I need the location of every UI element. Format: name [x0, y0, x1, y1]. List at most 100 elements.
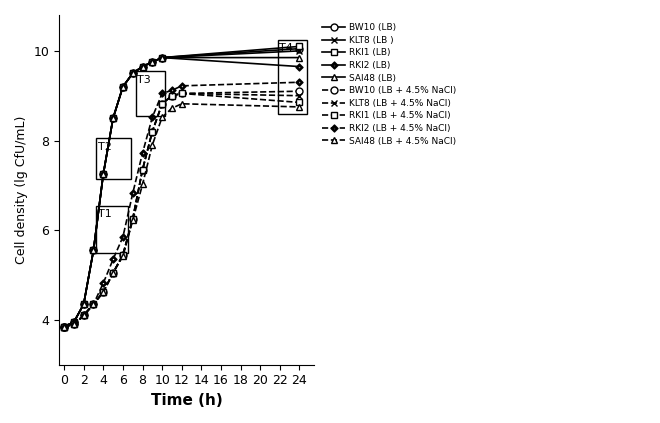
- RKI1 (LB): [129, 71, 137, 76]
- SAI48 (LB + 4.5% NaCl): [129, 218, 137, 223]
- BW10 (LB + 4.5% NaCl): [148, 129, 156, 134]
- Line: BW10 (LB): BW10 (LB): [61, 45, 303, 330]
- SAI48 (LB): [70, 320, 78, 325]
- RKI1 (LB): [296, 44, 304, 49]
- BW10 (LB): [296, 46, 304, 51]
- RKI1 (LB + 4.5% NaCl): [148, 129, 156, 134]
- SAI48 (LB + 4.5% NaCl): [70, 322, 78, 327]
- RKI2 (LB): [148, 60, 156, 65]
- RKI1 (LB): [99, 172, 107, 177]
- KLT8 (LB ): [158, 55, 166, 60]
- KLT8 (LB ): [99, 172, 107, 177]
- RKI2 (LB + 4.5% NaCl): [296, 80, 304, 85]
- RKI1 (LB + 4.5% NaCl): [99, 290, 107, 295]
- KLT8 (LB + 4.5% NaCl): [178, 91, 185, 96]
- Line: RKI1 (LB): RKI1 (LB): [61, 43, 303, 330]
- KLT8 (LB + 4.5% NaCl): [80, 313, 88, 318]
- KLT8 (LB + 4.5% NaCl): [296, 93, 304, 98]
- RKI1 (LB): [139, 64, 147, 69]
- Line: BW10 (LB + 4.5% NaCl): BW10 (LB + 4.5% NaCl): [61, 88, 303, 330]
- BW10 (LB): [99, 172, 107, 177]
- Text: T1: T1: [98, 209, 112, 219]
- BW10 (LB + 4.5% NaCl): [296, 89, 304, 94]
- Line: SAI48 (LB): SAI48 (LB): [61, 54, 303, 330]
- SAI48 (LB + 4.5% NaCl): [168, 106, 176, 111]
- KLT8 (LB + 4.5% NaCl): [70, 322, 78, 327]
- KLT8 (LB + 4.5% NaCl): [109, 270, 117, 275]
- RKI1 (LB + 4.5% NaCl): [70, 322, 78, 327]
- SAI48 (LB): [148, 60, 156, 65]
- BW10 (LB): [148, 60, 156, 65]
- Line: RKI2 (LB): RKI2 (LB): [61, 54, 303, 330]
- RKI1 (LB): [158, 55, 166, 60]
- RKI2 (LB + 4.5% NaCl): [60, 324, 68, 329]
- KLT8 (LB ): [139, 64, 147, 69]
- Bar: [136, 71, 165, 116]
- SAI48 (LB + 4.5% NaCl): [80, 313, 88, 318]
- KLT8 (LB + 4.5% NaCl): [60, 324, 68, 329]
- SAI48 (LB): [158, 55, 166, 60]
- RKI2 (LB + 4.5% NaCl): [70, 322, 78, 327]
- Legend: BW10 (LB), KLT8 (LB ), RKI1 (LB), RKI2 (LB), SAI48 (LB), BW10 (LB + 4.5% NaCl), : BW10 (LB), KLT8 (LB ), RKI1 (LB), RKI2 (…: [319, 19, 460, 149]
- SAI48 (LB): [129, 71, 137, 76]
- BW10 (LB): [158, 55, 166, 60]
- SAI48 (LB + 4.5% NaCl): [158, 115, 166, 120]
- Bar: [96, 138, 131, 179]
- Text: T2: T2: [98, 142, 112, 152]
- RKI1 (LB + 4.5% NaCl): [60, 324, 68, 329]
- BW10 (LB): [109, 115, 117, 121]
- SAI48 (LB + 4.5% NaCl): [90, 302, 98, 307]
- KLT8 (LB + 4.5% NaCl): [99, 290, 107, 295]
- BW10 (LB): [90, 248, 98, 253]
- Text: T4: T4: [279, 43, 293, 53]
- SAI48 (LB + 4.5% NaCl): [60, 324, 68, 329]
- SAI48 (LB): [60, 324, 68, 329]
- RKI2 (LB + 4.5% NaCl): [90, 302, 98, 307]
- RKI2 (LB): [70, 320, 78, 325]
- SAI48 (LB): [80, 302, 88, 307]
- BW10 (LB): [80, 302, 88, 307]
- KLT8 (LB + 4.5% NaCl): [168, 93, 176, 98]
- BW10 (LB + 4.5% NaCl): [178, 91, 185, 96]
- RKI2 (LB): [60, 324, 68, 329]
- RKI2 (LB): [80, 302, 88, 307]
- RKI1 (LB + 4.5% NaCl): [158, 101, 166, 106]
- BW10 (LB + 4.5% NaCl): [129, 217, 137, 222]
- SAI48 (LB + 4.5% NaCl): [119, 254, 127, 259]
- RKI1 (LB): [119, 84, 127, 89]
- Line: RKI1 (LB + 4.5% NaCl): RKI1 (LB + 4.5% NaCl): [61, 90, 303, 330]
- SAI48 (LB + 4.5% NaCl): [148, 143, 156, 148]
- KLT8 (LB ): [296, 48, 304, 53]
- KLT8 (LB + 4.5% NaCl): [158, 101, 166, 106]
- SAI48 (LB + 4.5% NaCl): [139, 182, 147, 187]
- RKI2 (LB + 4.5% NaCl): [119, 234, 127, 239]
- BW10 (LB + 4.5% NaCl): [99, 290, 107, 295]
- BW10 (LB + 4.5% NaCl): [70, 322, 78, 327]
- RKI2 (LB + 4.5% NaCl): [148, 115, 156, 120]
- RKI2 (LB): [296, 64, 304, 69]
- RKI1 (LB + 4.5% NaCl): [119, 253, 127, 258]
- RKI1 (LB): [109, 115, 117, 121]
- Line: SAI48 (LB + 4.5% NaCl): SAI48 (LB + 4.5% NaCl): [61, 100, 303, 330]
- SAI48 (LB + 4.5% NaCl): [296, 104, 304, 110]
- RKI2 (LB + 4.5% NaCl): [168, 88, 176, 93]
- BW10 (LB): [129, 71, 137, 76]
- SAI48 (LB): [139, 64, 147, 69]
- Bar: [96, 206, 128, 253]
- SAI48 (LB + 4.5% NaCl): [99, 290, 107, 295]
- RKI2 (LB): [90, 248, 98, 253]
- X-axis label: Time (h): Time (h): [150, 393, 222, 408]
- KLT8 (LB + 4.5% NaCl): [90, 302, 98, 307]
- SAI48 (LB): [109, 115, 117, 121]
- RKI2 (LB): [139, 64, 147, 69]
- RKI1 (LB): [60, 324, 68, 329]
- BW10 (LB + 4.5% NaCl): [168, 93, 176, 98]
- RKI2 (LB): [109, 115, 117, 121]
- RKI2 (LB + 4.5% NaCl): [109, 257, 117, 262]
- BW10 (LB + 4.5% NaCl): [109, 270, 117, 275]
- KLT8 (LB + 4.5% NaCl): [148, 129, 156, 134]
- RKI1 (LB): [80, 302, 88, 307]
- RKI1 (LB + 4.5% NaCl): [178, 91, 185, 96]
- RKI2 (LB + 4.5% NaCl): [139, 151, 147, 156]
- KLT8 (LB ): [129, 71, 137, 76]
